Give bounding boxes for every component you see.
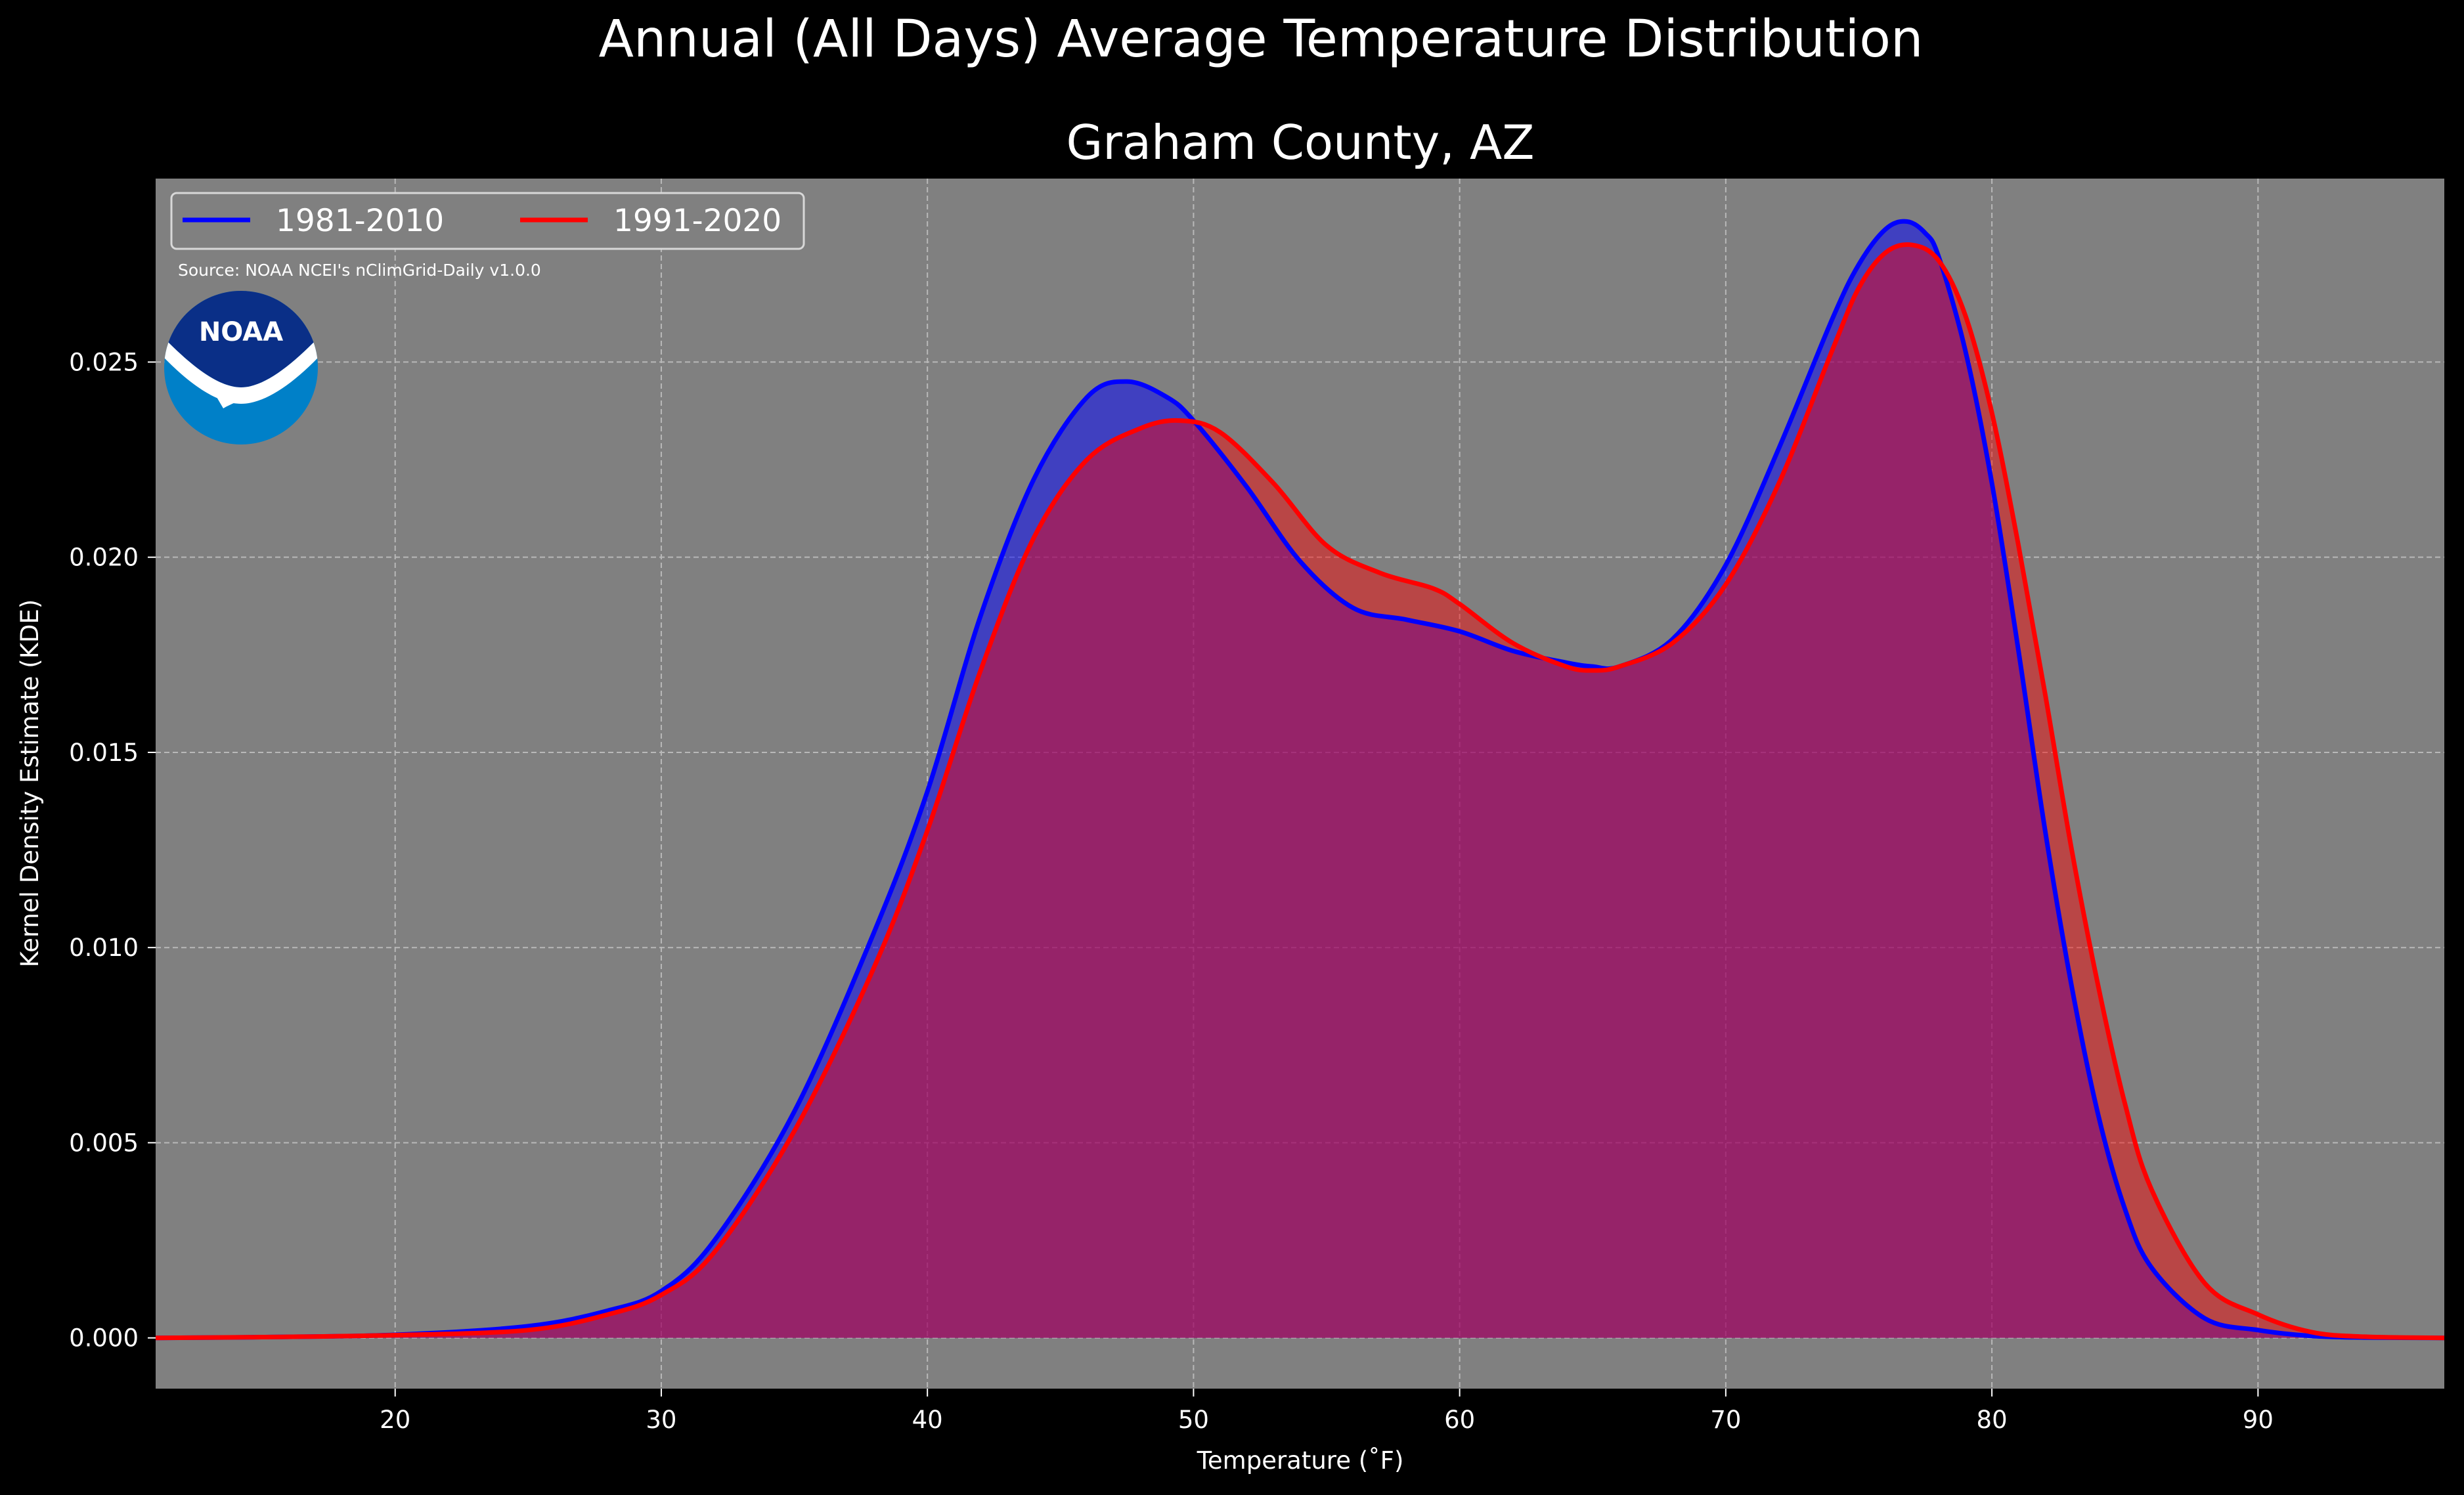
- x-tick-label: 90: [2243, 1406, 2274, 1434]
- legend: 1981-2010 1991-2020: [170, 192, 805, 250]
- y-tick-label: 0.025: [69, 348, 139, 376]
- y-tick-label: 0.000: [69, 1324, 139, 1353]
- y-axis-ticks: 0.000 0.005 0.010 0.015 0.020 0.025: [69, 348, 156, 1353]
- series-line-1981-2010: [155, 219, 2445, 1341]
- legend-label-1991-2020: 1991-2020: [613, 203, 781, 239]
- series-lines: [155, 219, 2445, 1341]
- legend-box: [170, 192, 805, 250]
- x-axis-ticks: 20 30 40 50 60 70 80 90: [380, 1389, 2274, 1434]
- series-line-1991-2020: [155, 242, 2445, 1341]
- series-area-1981-2010: [156, 221, 2444, 1338]
- chart-title: Annual (All Days) Average Temperature Di…: [599, 10, 1924, 69]
- y-axis-label: Kernel Density Estimate (KDE): [16, 599, 44, 968]
- noaa-logo-text: NOAA: [199, 317, 283, 347]
- series-fills: [156, 221, 2444, 1338]
- x-tick-label: 70: [1710, 1406, 1741, 1434]
- series-area-1991-2020: [156, 244, 2444, 1338]
- x-axis-label: Temperature (˚F): [1197, 1446, 1404, 1475]
- legend-label-1981-2010: 1981-2010: [276, 203, 444, 239]
- x-tick-label: 60: [1444, 1406, 1475, 1434]
- x-tick-label: 20: [380, 1406, 410, 1434]
- x-tick-label: 50: [1178, 1406, 1209, 1434]
- source-note: Source: NOAA NCEI's nClimGrid-Daily v1.0…: [178, 261, 541, 280]
- y-tick-label: 0.020: [69, 544, 139, 572]
- y-tick-label: 0.015: [69, 739, 139, 767]
- x-tick-label: 30: [646, 1406, 676, 1434]
- noaa-logo-icon: NOAA: [164, 291, 318, 444]
- chart-subtitle: Graham County, AZ: [1066, 115, 1534, 170]
- x-tick-label: 40: [912, 1406, 943, 1434]
- x-tick-label: 80: [1977, 1406, 2008, 1434]
- y-tick-label: 0.010: [69, 934, 139, 962]
- y-tick-label: 0.005: [69, 1129, 139, 1157]
